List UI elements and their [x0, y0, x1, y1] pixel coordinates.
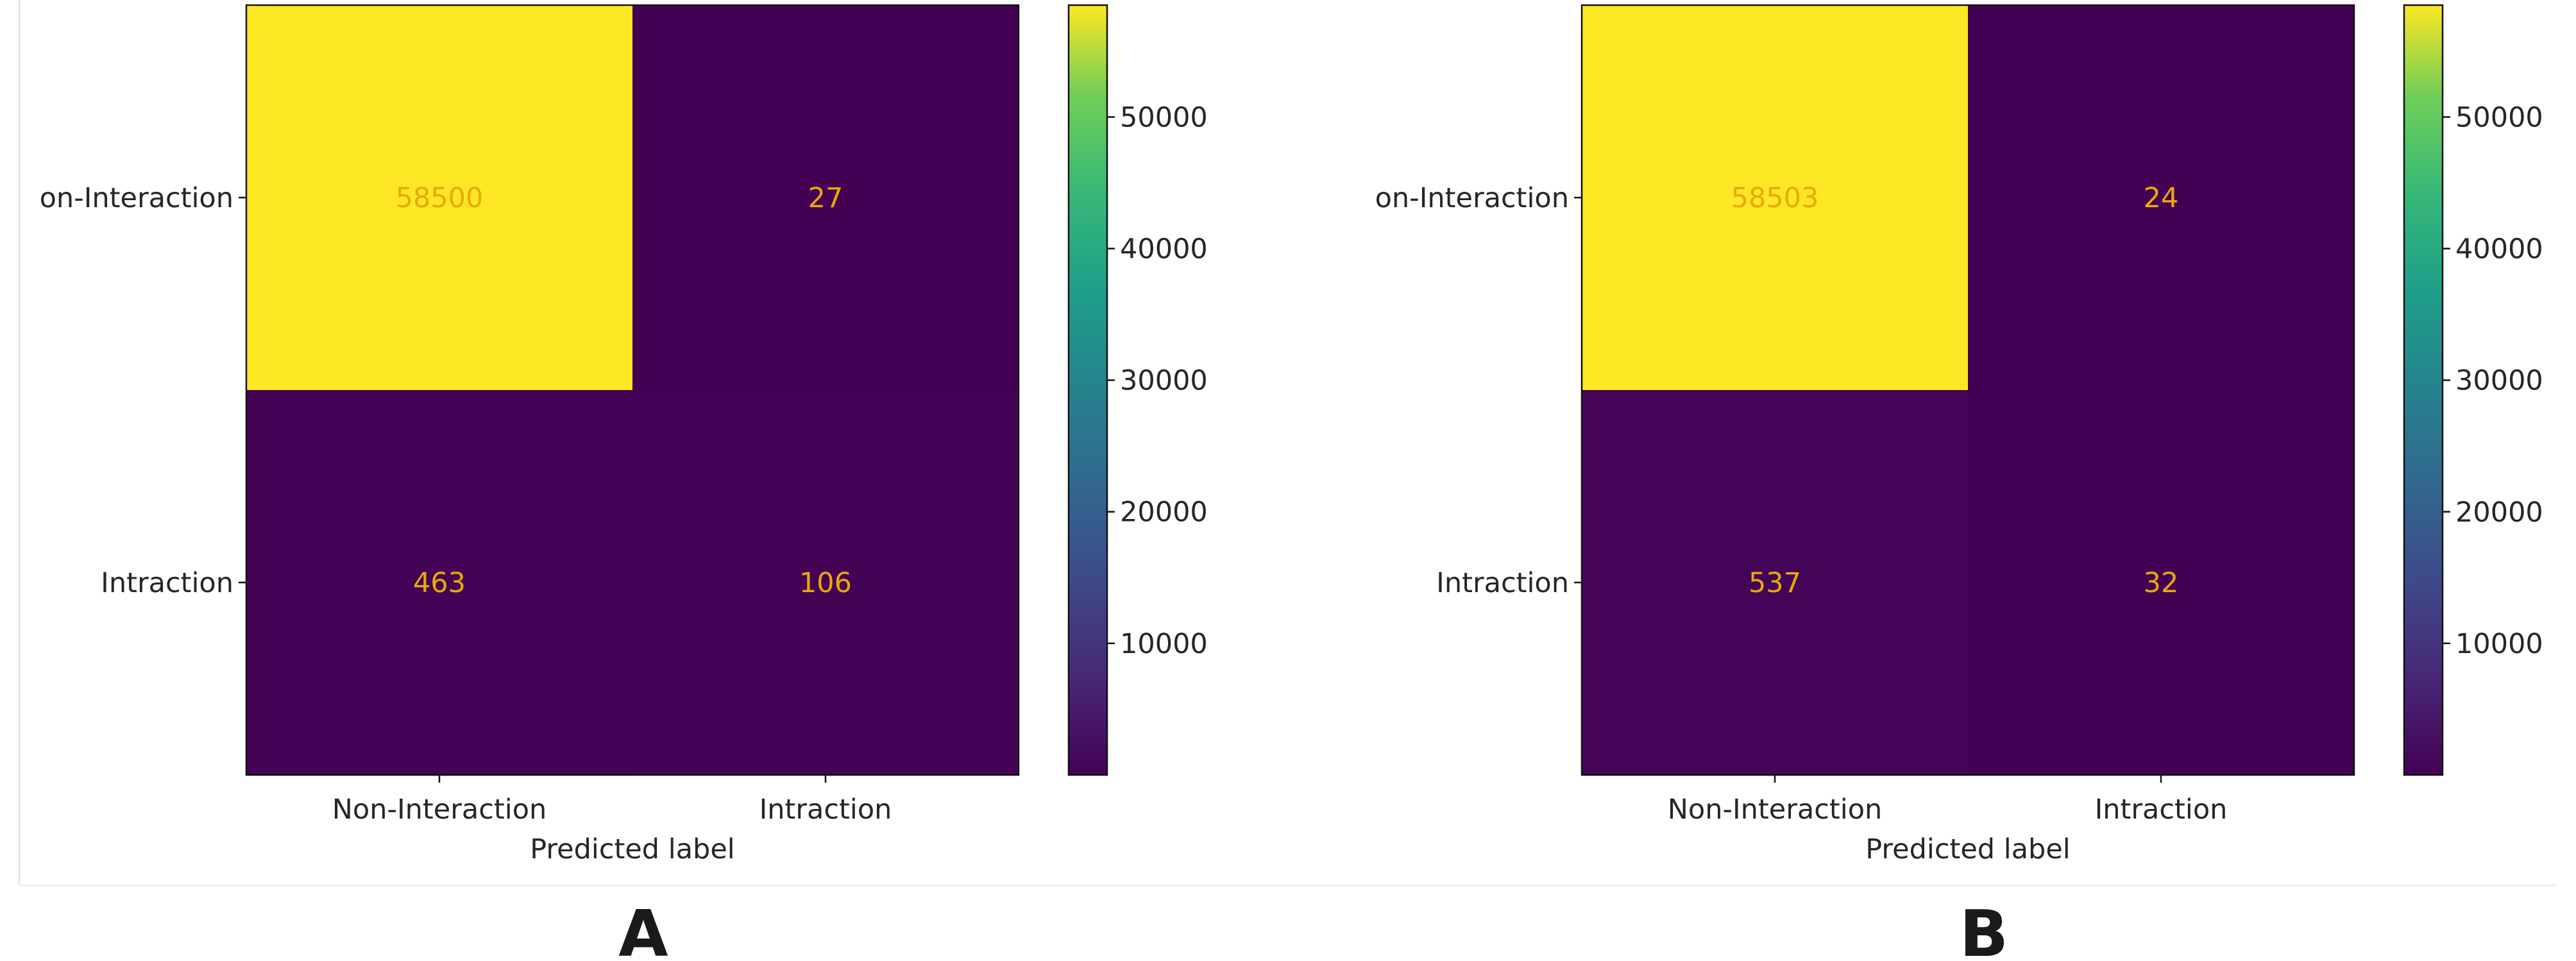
x-axis-title: Predicted label: [530, 833, 735, 865]
colorbar-tick-label: 20000: [2455, 497, 2543, 529]
panel-letter: B: [1960, 896, 2008, 961]
colorbar-gradient: [2404, 5, 2443, 775]
x-tick-label: Intraction: [2095, 794, 2228, 826]
plot-frame: [245, 4, 1020, 776]
panel-letter: A: [618, 896, 668, 961]
x-tick-label: Non-Interaction: [1668, 794, 1883, 826]
colorbar-frame: [1067, 4, 1108, 776]
matrix-cell: [246, 5, 632, 390]
matrix-cell: [1968, 390, 2354, 775]
x-axis-title: Predicted label: [1865, 833, 2071, 865]
colorbar-tick-label: 40000: [1120, 233, 1208, 265]
cell-value-label: 58500: [396, 182, 484, 214]
matrix-cell: [632, 5, 1019, 390]
colorbar-tick-label: 30000: [2455, 365, 2543, 397]
cell-value-label: 463: [413, 567, 466, 599]
y-tick-label: on-Interaction: [1375, 182, 1569, 214]
colorbar-tick-label: 50000: [1120, 101, 1208, 133]
plot-frame: [1580, 4, 2355, 776]
cell-value-label: 58503: [1731, 182, 1819, 214]
y-tick-label: on-Interaction: [40, 182, 233, 214]
matrix-cell: [1582, 5, 1968, 390]
colorbar-tick-label: 30000: [1120, 365, 1208, 397]
cell-value-label: 24: [2144, 182, 2179, 214]
y-tick-label: Intraction: [1436, 567, 1569, 599]
matrix-cell: [1968, 5, 2354, 390]
x-tick-label: Intraction: [759, 794, 892, 826]
colorbar-tick-label: 40000: [2455, 234, 2543, 266]
colorbar-tick-label: 10000: [1120, 628, 1208, 660]
matrix-cell: [632, 390, 1019, 775]
cell-value-label: 106: [799, 567, 852, 599]
x-tick-label: Non-Interaction: [332, 794, 547, 826]
colorbar-tick-label: 50000: [2455, 101, 2543, 133]
colorbar-frame: [2403, 4, 2444, 776]
y-tick-label: Intraction: [101, 567, 233, 599]
colorbar-tick-label: 10000: [2455, 628, 2543, 660]
cell-value-label: 27: [808, 182, 843, 214]
matrix-cell: [1582, 390, 1968, 775]
cell-value-label: 537: [1749, 567, 1801, 599]
colorbar-tick-label: 20000: [1120, 497, 1208, 529]
matrix-cell: [246, 390, 632, 775]
colorbar-gradient: [1069, 5, 1107, 775]
cell-value-label: 32: [2144, 567, 2179, 599]
